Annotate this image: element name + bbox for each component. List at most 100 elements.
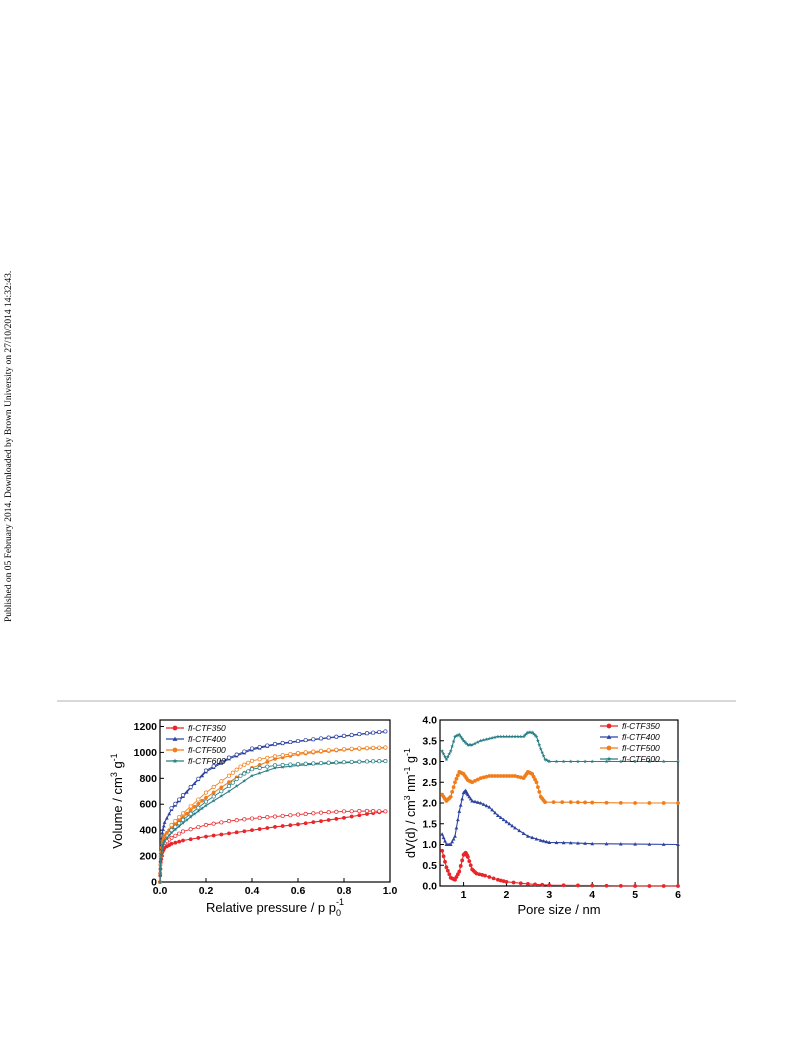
data-point	[540, 882, 545, 887]
data-point	[481, 775, 486, 780]
data-point	[495, 877, 500, 882]
desorption-point	[288, 739, 293, 745]
desorption-point	[311, 761, 316, 766]
x-tick-label: 0.2	[199, 885, 214, 897]
adsorption-point	[357, 813, 362, 818]
data-point	[441, 835, 446, 840]
desorption-point	[303, 750, 308, 755]
adsorption-point	[192, 811, 197, 816]
data-point	[470, 799, 475, 803]
data-point	[590, 841, 595, 846]
desorption-point	[265, 764, 270, 769]
data-point	[528, 730, 533, 735]
data-point	[576, 841, 580, 845]
data-point	[454, 733, 459, 738]
desorption-point	[295, 812, 301, 817]
data-point	[576, 800, 580, 805]
data-point	[440, 848, 445, 853]
data-point	[468, 863, 473, 868]
adsorption-point	[326, 818, 331, 822]
data-point	[534, 780, 539, 785]
desorption-point	[272, 741, 278, 747]
data-point	[464, 741, 469, 746]
legend-label: fl-CTF350	[622, 721, 660, 731]
adsorption-line	[159, 760, 386, 883]
data-point	[504, 734, 509, 739]
data-point	[445, 868, 450, 873]
series-fl-CTF500	[440, 769, 680, 805]
adsorption-point	[165, 816, 169, 820]
adsorption-point	[181, 820, 185, 825]
adsorption-point	[160, 830, 165, 835]
data-point	[516, 774, 520, 779]
data-point	[661, 842, 666, 846]
desorption-point	[219, 759, 224, 764]
desorption-point	[180, 817, 186, 822]
adsorption-point	[311, 820, 316, 825]
desorption-point	[196, 776, 201, 781]
data-point	[460, 796, 465, 801]
desorption-point	[203, 790, 209, 795]
desorption-point	[234, 818, 239, 823]
data-point	[495, 774, 500, 778]
data-point	[547, 759, 552, 764]
desorption-point	[288, 752, 293, 757]
desorption-point	[295, 750, 301, 756]
data-point	[647, 759, 652, 764]
legend-label: fl-CTF350	[188, 723, 226, 733]
data-point	[531, 731, 536, 736]
desorption-point	[230, 770, 235, 775]
data-point	[487, 736, 492, 741]
desorption-point	[246, 769, 251, 774]
data-point	[618, 883, 623, 888]
data-point	[501, 817, 506, 822]
x-tick-label: 0.0	[153, 885, 168, 897]
desorption-point	[257, 815, 262, 820]
data-point	[518, 734, 523, 739]
y-tick-label: 3.5	[422, 735, 437, 747]
desorption-point	[377, 745, 382, 750]
desorption-point	[334, 760, 339, 765]
desorption-point	[249, 746, 255, 751]
data-point	[473, 741, 478, 746]
desorption-point	[238, 773, 243, 778]
data-point	[661, 759, 666, 764]
desorption-line	[171, 747, 386, 826]
data-point	[568, 800, 573, 805]
data-point	[440, 749, 445, 753]
data-point	[453, 834, 457, 838]
adsorption-point	[250, 828, 254, 833]
data-point	[448, 749, 453, 753]
desorption-point	[226, 773, 232, 778]
adsorption-point	[161, 840, 166, 845]
data-point	[554, 759, 559, 764]
legend-label: fl-CTF600	[188, 756, 226, 766]
desorption-point	[226, 755, 232, 760]
x-axis-label: Relative pressure / p p0-1	[206, 897, 344, 918]
data-point	[583, 841, 587, 845]
series-fl-CTF600	[440, 730, 680, 764]
data-point	[518, 775, 523, 780]
adsorption-point	[167, 833, 172, 838]
x-axis-label: Pore size / nm	[517, 902, 600, 917]
data-point	[455, 773, 460, 778]
desorption-point	[242, 749, 247, 754]
data-point	[480, 873, 485, 877]
data-point	[453, 734, 457, 739]
data-point	[526, 834, 530, 838]
data-point	[517, 828, 522, 833]
adsorption-point	[334, 817, 339, 821]
data-point	[513, 826, 517, 830]
data-point	[453, 780, 457, 785]
desorption-point	[364, 731, 370, 736]
data-point	[633, 759, 638, 764]
x-tick-label: 5	[632, 889, 638, 901]
series-fl-CTF600	[158, 759, 388, 884]
data-point	[633, 884, 638, 888]
data-point	[457, 869, 462, 874]
adsorption-point	[158, 872, 163, 876]
desorption-point	[341, 733, 347, 738]
desorption-point	[188, 804, 193, 809]
data-point	[468, 742, 473, 747]
data-point	[473, 778, 477, 783]
